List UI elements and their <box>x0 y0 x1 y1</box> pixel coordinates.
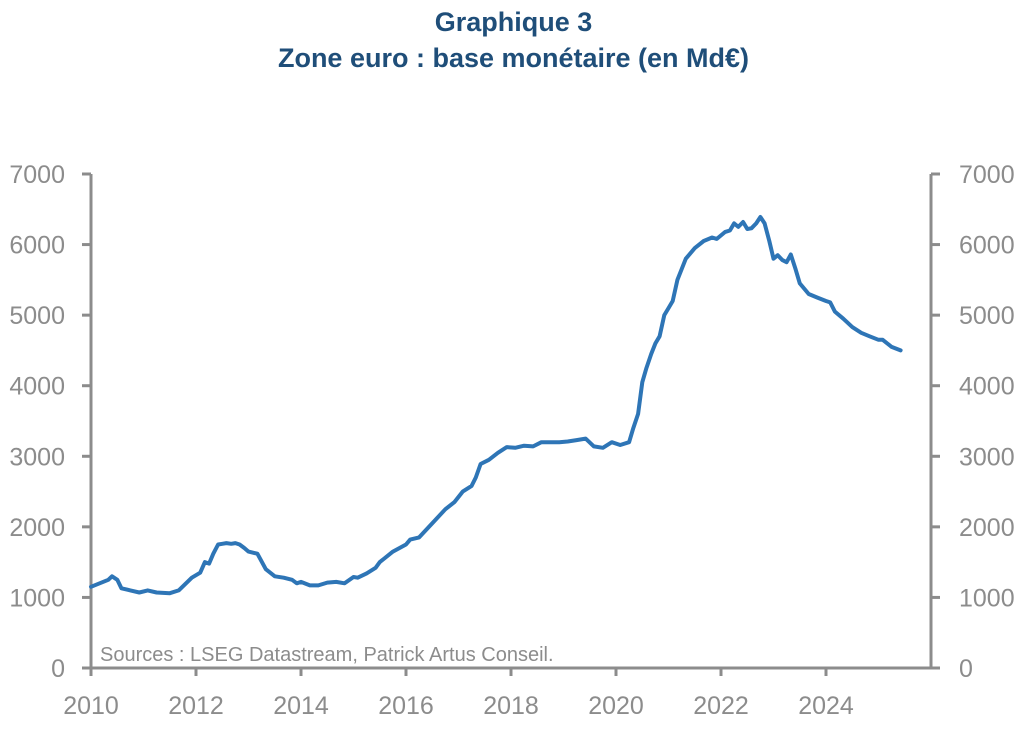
y-tick-label-left: 1000 <box>9 584 65 612</box>
x-tick-label: 2022 <box>693 692 749 720</box>
y-tick-label-right: 6000 <box>959 232 1015 260</box>
chart-title-line-2: Zone euro : base monétaire (en Md€) <box>277 43 750 73</box>
y-tick-label-right: 4000 <box>959 373 1015 401</box>
chart-axes <box>89 174 933 670</box>
x-tick-label: 2012 <box>168 692 224 720</box>
y-tick-label-left: 2000 <box>9 514 65 542</box>
y-tick-label-right: 5000 <box>959 302 1015 330</box>
y-tick-label-right: 1000 <box>959 584 1015 612</box>
y-tick-label-right: 2000 <box>959 514 1015 542</box>
y-tick-label-left: 3000 <box>9 443 65 471</box>
source-annotation: Sources : LSEG Datastream, Patrick Artus… <box>100 644 554 666</box>
y-tick-label-right: 7000 <box>959 161 1015 189</box>
y-tick-label-right: 0 <box>959 655 973 683</box>
x-tick-label: 2018 <box>483 692 539 720</box>
y-tick-label-left: 0 <box>51 655 65 683</box>
y-tick-label-left: 7000 <box>9 161 65 189</box>
x-tick-label: 2024 <box>798 692 854 720</box>
y-tick-label-right: 3000 <box>959 443 1015 471</box>
chart-ticks: 0 0 1000 1000 2000 2000 3000 3000 4000 4000 5000 50… <box>9 161 1014 720</box>
series-layer <box>89 215 903 596</box>
x-tick-label: 2020 <box>588 692 644 720</box>
x-tick-label: 2010 <box>63 692 119 720</box>
series-line-0 <box>89 215 903 596</box>
chart-title: Graphique 3 Zone euro : base monétaire (… <box>0 4 1027 76</box>
y-tick-label-left: 5000 <box>9 302 65 330</box>
y-tick-label-left: 6000 <box>9 232 65 260</box>
x-tick-label: 2016 <box>378 692 434 720</box>
x-tick-label: 2014 <box>273 692 329 720</box>
chart-title-line-1: Graphique 3 <box>434 7 593 37</box>
y-tick-label-left: 4000 <box>9 373 65 401</box>
